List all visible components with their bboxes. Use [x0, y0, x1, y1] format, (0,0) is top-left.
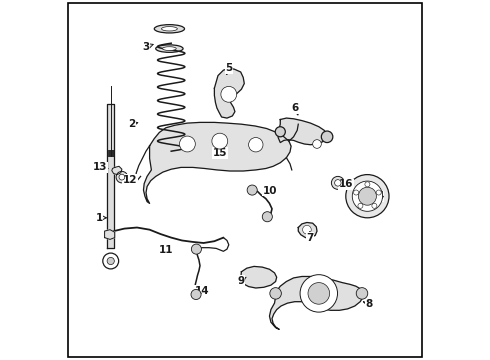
Text: 7: 7	[306, 233, 314, 243]
Circle shape	[119, 174, 125, 180]
Ellipse shape	[163, 47, 176, 50]
Polygon shape	[144, 122, 291, 203]
Circle shape	[270, 288, 281, 299]
Circle shape	[358, 187, 376, 205]
Circle shape	[354, 190, 359, 195]
Circle shape	[192, 244, 201, 254]
Ellipse shape	[162, 27, 177, 31]
Polygon shape	[298, 222, 317, 238]
Circle shape	[372, 203, 377, 208]
Circle shape	[212, 133, 228, 149]
Circle shape	[221, 86, 237, 102]
Text: 13: 13	[93, 162, 107, 172]
Polygon shape	[107, 104, 114, 248]
Circle shape	[107, 257, 114, 265]
Text: 10: 10	[263, 186, 277, 196]
Circle shape	[346, 175, 389, 218]
Circle shape	[321, 131, 333, 143]
Circle shape	[308, 283, 330, 304]
Polygon shape	[278, 118, 327, 145]
Circle shape	[376, 190, 381, 195]
Circle shape	[331, 176, 344, 189]
Polygon shape	[270, 276, 363, 329]
Circle shape	[303, 225, 311, 234]
Ellipse shape	[154, 24, 185, 33]
Polygon shape	[215, 68, 245, 118]
Text: 14: 14	[195, 286, 209, 296]
Circle shape	[356, 288, 368, 299]
Polygon shape	[104, 230, 115, 239]
Text: 1: 1	[96, 213, 103, 223]
Circle shape	[179, 136, 196, 152]
Text: 12: 12	[122, 175, 137, 185]
Text: 15: 15	[213, 148, 227, 158]
Text: 2: 2	[128, 119, 135, 129]
Circle shape	[313, 140, 321, 148]
Circle shape	[103, 253, 119, 269]
Polygon shape	[112, 166, 122, 175]
Circle shape	[300, 275, 338, 312]
Circle shape	[352, 181, 383, 211]
Circle shape	[358, 203, 363, 208]
Text: 6: 6	[292, 103, 299, 113]
Text: 11: 11	[159, 245, 173, 255]
Text: 5: 5	[225, 63, 232, 73]
Ellipse shape	[156, 45, 183, 52]
Circle shape	[247, 185, 257, 195]
Circle shape	[365, 182, 370, 187]
Text: 9: 9	[238, 276, 245, 286]
Circle shape	[248, 138, 263, 152]
Circle shape	[275, 127, 285, 137]
Polygon shape	[241, 266, 277, 288]
Circle shape	[335, 180, 341, 186]
Text: 16: 16	[339, 179, 353, 189]
Circle shape	[116, 171, 127, 183]
Text: 3: 3	[143, 42, 149, 52]
Circle shape	[262, 212, 272, 222]
Text: 8: 8	[366, 299, 373, 309]
Circle shape	[191, 289, 201, 300]
Text: 4: 4	[376, 191, 384, 201]
